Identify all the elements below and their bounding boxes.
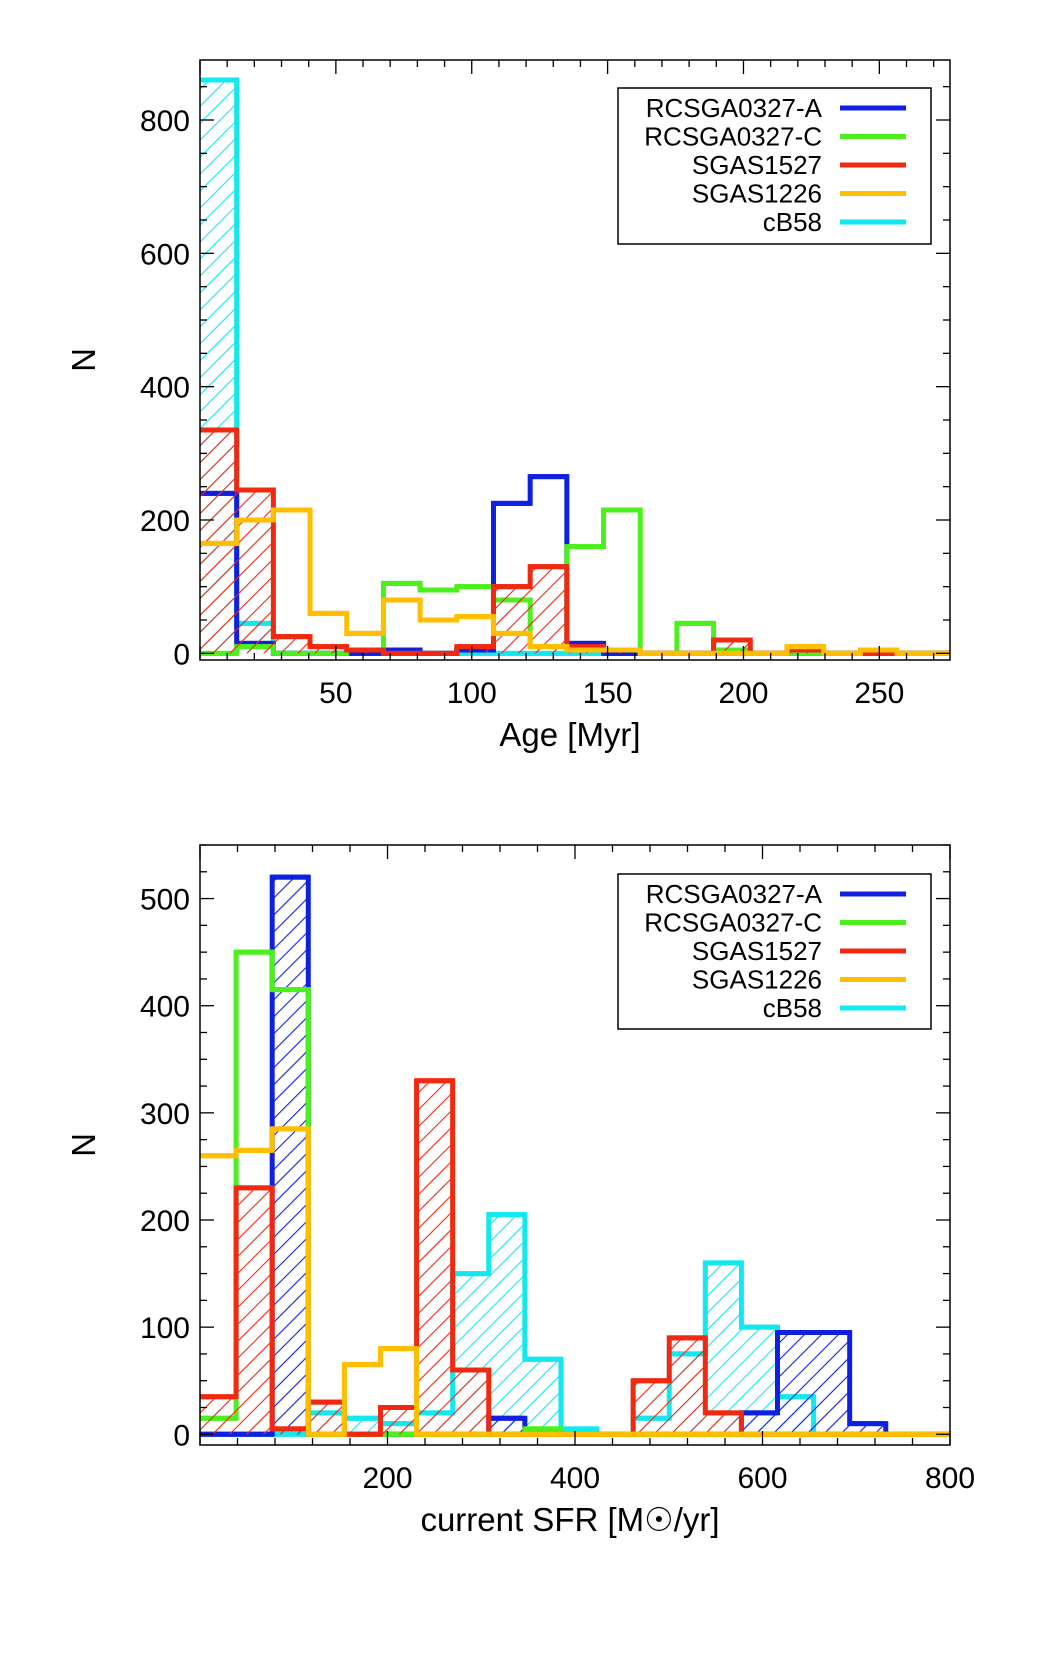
bar-fill-SGAS1527-5 [380,1407,417,1435]
y-tick-label: 200 [140,505,190,538]
series-line-SGAS1226 [200,507,950,656]
y-axis-label: N [65,348,102,372]
x-axis-label: Age [Myr] [499,716,640,753]
bar-fill-SGAS1527-1 [236,490,274,654]
bar-fill-SGAS1527-3 [308,1402,345,1435]
bar-fill-RCSGA0327-A-18 [849,1423,886,1435]
bar-fill-SGAS1527-2 [273,636,311,654]
bar-fill-SGAS1527-13 [669,1337,706,1435]
bar-fill-SGAS1527-0 [200,1396,237,1435]
y-axis-label: N [65,1133,102,1157]
bar-fill-RCSGA0327-A-8 [488,1418,525,1435]
legend: RCSGA0327-ARCSGA0327-CSGAS1527SGAS1226cB… [617,87,932,245]
bar-fill-SGAS1527-7 [452,1370,489,1435]
x-tick-label: 400 [550,1462,600,1495]
y-tick-label: 300 [140,1098,190,1131]
y-tick-label: 500 [140,884,190,917]
x-tick-label: 100 [447,677,497,710]
legend-label: SGAS1226 [692,179,822,209]
y-tick-label: 600 [140,238,190,271]
y-tick-label: 800 [140,105,190,138]
x-tick-label: 200 [362,1462,412,1495]
x-tick-label: 200 [718,677,768,710]
bar-fill-SGAS1527-3 [310,646,347,654]
bar-fill-cB58-10 [560,1428,598,1435]
bar-fill-SGAS1527-14 [713,640,751,654]
y-tick-label: 200 [140,1205,190,1238]
bar-fill-RCSGA0327-A-17 [813,1332,850,1435]
y-tick-label: 400 [140,372,190,405]
chart-panel-1: 50 100 150 200 250 0 200 400 600 800 Age [Myr] N RCS… [65,59,951,753]
legend-label: SGAS1527 [692,936,822,966]
legend-label: RCSGA0327-C [644,908,822,938]
legend: RCSGA0327-ARCSGA0327-CSGAS1527SGAS1226cB… [617,873,932,1030]
bar-fill-SGAS1527-14 [705,1412,742,1435]
y-tick-label: 0 [173,1419,190,1452]
x-tick-label: 50 [319,677,352,710]
x-tick-label: 800 [925,1462,975,1495]
bar-fill-SGAS1527-6 [416,1080,453,1435]
bar-fill-RCSGA0327-A-15 [741,1412,778,1435]
legend-label: cB58 [763,207,822,237]
y-tick-label: 0 [173,638,190,671]
legend-label: SGAS1226 [692,965,822,995]
bar-fill-SGAS1527-1 [236,1187,273,1435]
legend-label: SGAS1527 [692,150,822,180]
bar-fill-SGAS1527-7 [456,646,494,654]
axes-frame [199,59,951,661]
y-tick-label: 400 [140,991,190,1024]
chart-panel-2: 200 400 600 800 0 100 200 300 400 500 current SFR … [65,844,975,1538]
bar-fill-SGAS1527-8 [493,586,531,654]
legend-label: RCSGA0327-A [646,93,823,123]
bar-fill-RCSGA0327-A-16 [777,1332,814,1435]
legend-label: RCSGA0327-A [646,879,823,909]
x-tick-label: 150 [583,677,633,710]
bar-fill-cB58-14 [705,1262,742,1435]
y-tick-label: 100 [140,1312,190,1345]
bar-fill-cB58-8 [488,1214,525,1435]
plot-area [200,77,950,656]
x-axis-label: current SFR [M☉/yr] [420,1501,719,1538]
x-tick-label: 600 [737,1462,787,1495]
plot-area [200,874,950,1437]
bar-fill-SGAS1527-2 [272,1428,309,1435]
bar-fill-cB58-9 [524,1359,561,1435]
x-tick-label: 250 [854,677,904,710]
bar-fill-SGAS1527-12 [633,1380,670,1435]
bar-fill-cB58-4 [344,1418,381,1435]
bar-fill-SGAS1527-9 [530,566,567,654]
legend-label: cB58 [763,993,822,1023]
legend-label: RCSGA0327-C [644,122,822,152]
bar-fill-RCSGA0327-A-2 [272,877,309,1435]
